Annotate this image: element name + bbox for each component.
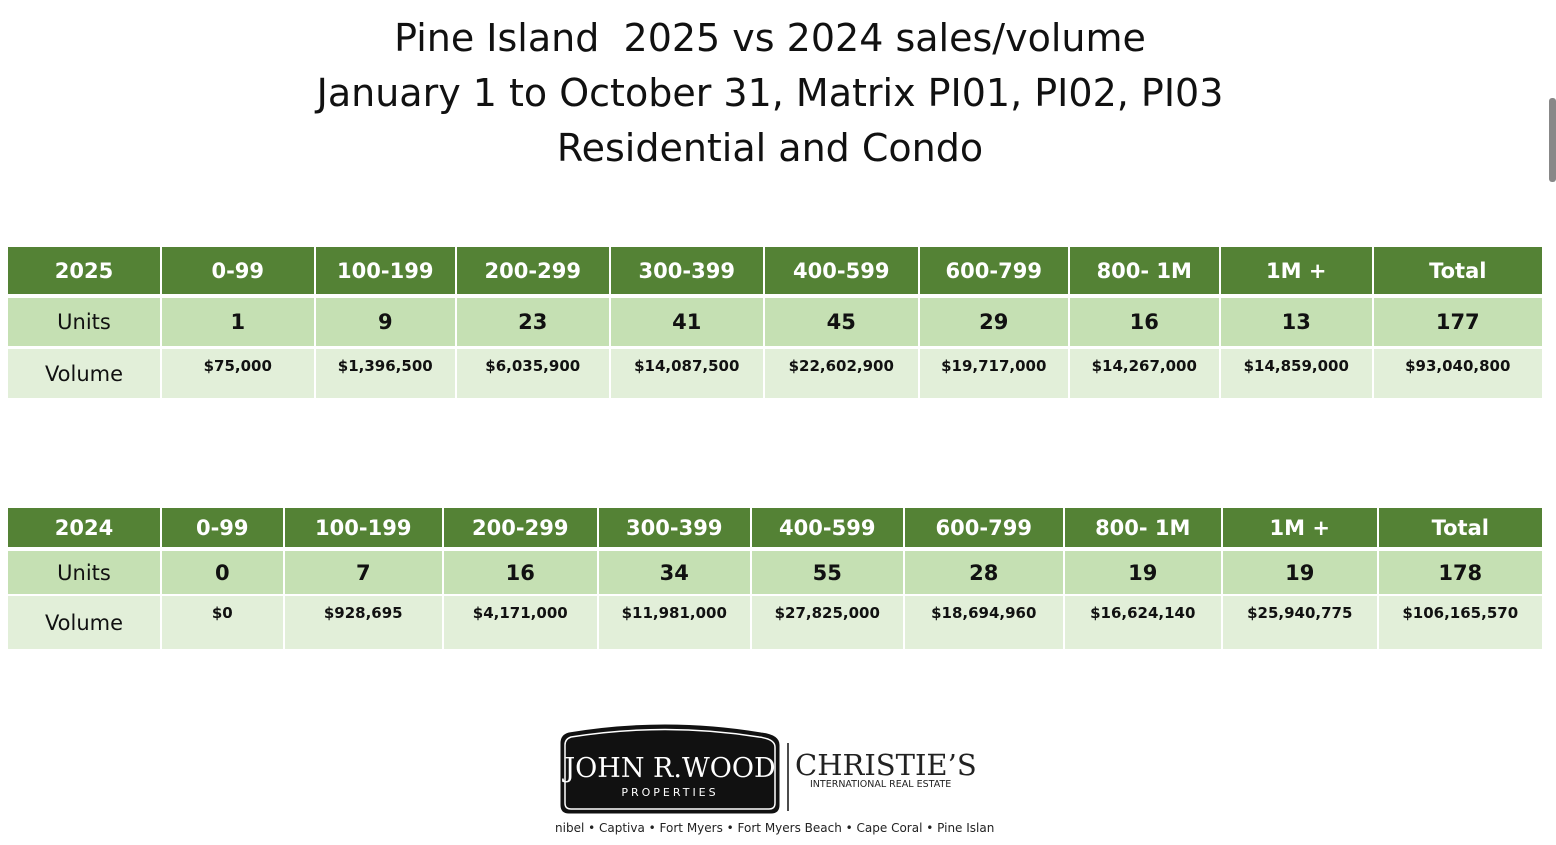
table-cell: 9 <box>315 298 455 346</box>
header-cell: 400-599 <box>751 508 903 547</box>
table-cell: $4,171,000 <box>443 596 597 649</box>
logo-name: JOHN R.WOOD <box>561 753 775 784</box>
header-cell: 300-399 <box>610 247 763 294</box>
logo-partner-sub: INTERNATIONAL REAL ESTATE <box>810 779 951 790</box>
header-cell: 100-199 <box>315 247 455 294</box>
logo-tagline: PROPERTIES <box>621 786 718 799</box>
header-cell: 1M + <box>1220 247 1372 294</box>
locations: Sanibel • Captiva • Fort Myers • Fort My… <box>555 821 995 835</box>
table-cell: 16 <box>443 551 597 594</box>
table-cell: 41 <box>610 298 763 346</box>
scrollbar <box>1549 98 1556 182</box>
table-cell: $16,624,140 <box>1064 596 1221 649</box>
header-cell: Total <box>1378 508 1542 547</box>
table-cell: $106,165,570 <box>1378 596 1542 649</box>
header-cell: 400-599 <box>764 247 918 294</box>
table-cell: $928,695 <box>284 596 442 649</box>
header-cell: 600-799 <box>919 247 1068 294</box>
table-cell: 28 <box>904 551 1063 594</box>
header-cell: 300-399 <box>598 508 750 547</box>
title-line: Pine Island 2025 vs 2024 sales/volume <box>394 16 1146 60</box>
table-cell: 178 <box>1378 551 1542 594</box>
table-cell: $11,981,000 <box>598 596 750 649</box>
header-cell: 600-799 <box>904 508 1063 547</box>
table-cell: 1 <box>161 298 314 346</box>
table-cell: $18,694,960 <box>904 596 1063 649</box>
table-cell: $6,035,900 <box>456 349 609 398</box>
table-cell: 177 <box>1373 298 1542 346</box>
table-cell: $27,825,000 <box>751 596 903 649</box>
table-cell: $22,602,900 <box>764 349 918 398</box>
table-cell: $14,267,000 <box>1069 349 1219 398</box>
table-cell: $19,717,000 <box>919 349 1068 398</box>
table-cell: Units <box>8 551 160 594</box>
header-cell: Total <box>1373 247 1542 294</box>
header-cell: 800- 1M <box>1064 508 1221 547</box>
table-cell: 16 <box>1069 298 1219 346</box>
header-cell: 1M + <box>1222 508 1377 547</box>
table-cell: Volume <box>8 596 160 649</box>
title-line: Residential and Condo <box>556 126 984 170</box>
table-cell: 29 <box>919 298 1068 346</box>
header-cell: 200-299 <box>443 508 597 547</box>
header-cell: 0-99 <box>161 247 314 294</box>
table-cell: 23 <box>456 298 609 346</box>
table-cell: $1,396,500 <box>315 349 455 398</box>
header-cell: 800- 1M <box>1069 247 1219 294</box>
table-cell: 7 <box>284 551 442 594</box>
header-cell: 200-299 <box>456 247 609 294</box>
table-cell: 34 <box>598 551 750 594</box>
table-cell: 19 <box>1064 551 1221 594</box>
table-cell: 45 <box>764 298 918 346</box>
table-cell: $75,000 <box>161 349 314 398</box>
table-cell: $0 <box>161 596 283 649</box>
table-cell: Volume <box>8 349 160 398</box>
table-cell: Units <box>8 298 160 346</box>
table-cell: $14,859,000 <box>1220 349 1372 398</box>
table-cell: $14,087,500 <box>610 349 763 398</box>
logo-partner: CHRISTIE’S <box>795 748 977 782</box>
table-cell: $93,040,800 <box>1373 349 1542 398</box>
header-cell: 2024 <box>8 508 160 547</box>
table-cell: $25,940,775 <box>1222 596 1377 649</box>
header-cell: 100-199 <box>284 508 442 547</box>
header-cell: 0-99 <box>161 508 283 547</box>
logo: JOHN R.WOOD PROPERTIES CHRISTIE’S INTERN… <box>555 724 995 835</box>
logo-border <box>564 728 776 810</box>
header-cell: 2025 <box>8 247 160 294</box>
table-cell: 19 <box>1222 551 1377 594</box>
table-cell: 55 <box>751 551 903 594</box>
logo-badge <box>560 724 780 814</box>
title-line: January 1 to October 31, Matrix PI01, PI… <box>316 71 1224 115</box>
table-cell: 0 <box>161 551 283 594</box>
table-cell: 13 <box>1220 298 1372 346</box>
